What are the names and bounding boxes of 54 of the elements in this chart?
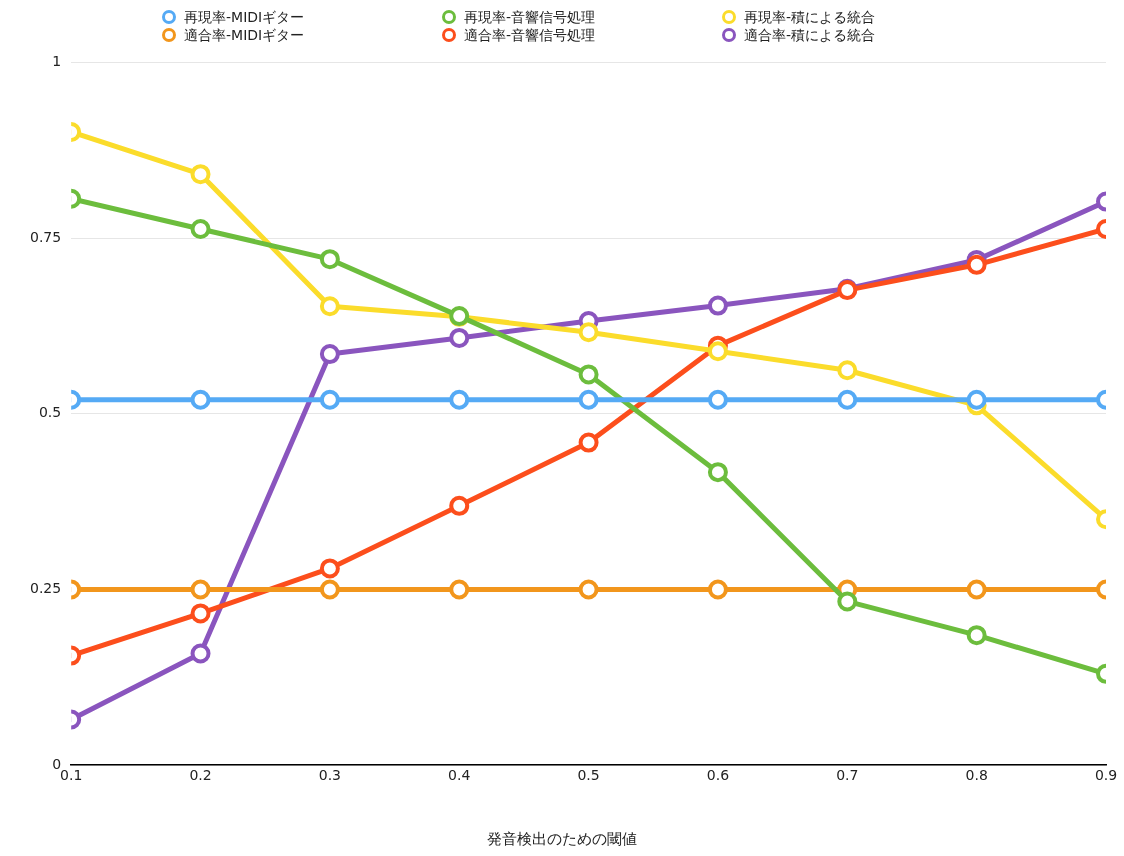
x-axis-title: 発音検出のための閾値 xyxy=(486,830,638,849)
point xyxy=(190,164,211,185)
point xyxy=(190,218,211,239)
point xyxy=(578,389,599,410)
point xyxy=(707,579,728,600)
x-tick-label: 0.2 xyxy=(189,767,212,784)
point xyxy=(707,389,728,410)
point xyxy=(190,603,211,624)
legend-label: 適合率-積による統合 xyxy=(744,26,876,44)
point xyxy=(966,579,987,600)
point xyxy=(966,254,987,275)
point xyxy=(707,462,728,483)
point xyxy=(319,558,340,579)
point xyxy=(319,344,340,365)
point xyxy=(319,389,340,410)
point xyxy=(966,389,987,410)
point xyxy=(707,295,728,316)
point xyxy=(837,360,858,381)
x-tick-label: 0.5 xyxy=(577,767,600,784)
legend-label: 再現率-積による統合 xyxy=(744,8,876,26)
point xyxy=(449,389,470,410)
x-tick-label: 0.3 xyxy=(318,767,342,784)
point xyxy=(319,249,340,270)
x-tick-label: 0.8 xyxy=(965,767,988,784)
x-tick-label: 0.6 xyxy=(706,767,730,784)
point xyxy=(837,389,858,410)
point xyxy=(190,643,211,664)
point xyxy=(319,296,340,317)
legend-label: 再現率-MIDIギター xyxy=(184,8,305,26)
legend-label: 適合率-MIDIギター xyxy=(184,26,305,44)
point xyxy=(966,625,987,646)
point xyxy=(449,495,470,516)
point xyxy=(449,327,470,348)
y-tick-label: 0.5 xyxy=(38,404,62,421)
y-tick-label: 1 xyxy=(52,53,62,70)
point xyxy=(707,341,728,362)
legend-label: 再現率-音響信号処理 xyxy=(464,8,596,26)
point xyxy=(578,579,599,600)
point xyxy=(578,322,599,343)
point xyxy=(837,591,858,612)
point xyxy=(449,579,470,600)
point xyxy=(578,364,599,385)
y-tick-label: 0 xyxy=(52,755,62,772)
point xyxy=(190,389,211,410)
point xyxy=(578,432,599,453)
y-tick-label: 0.75 xyxy=(30,228,62,245)
x-tick-label: 0.1 xyxy=(60,767,83,784)
point xyxy=(319,579,340,600)
point xyxy=(190,579,211,600)
y-tick-label: 0.25 xyxy=(30,580,62,597)
x-tick-label: 0.7 xyxy=(836,767,859,784)
x-tick-label: 0.4 xyxy=(448,767,471,784)
legend-label: 適合率-音響信号処理 xyxy=(464,26,596,44)
x-tick-label: 0.9 xyxy=(1094,767,1118,784)
